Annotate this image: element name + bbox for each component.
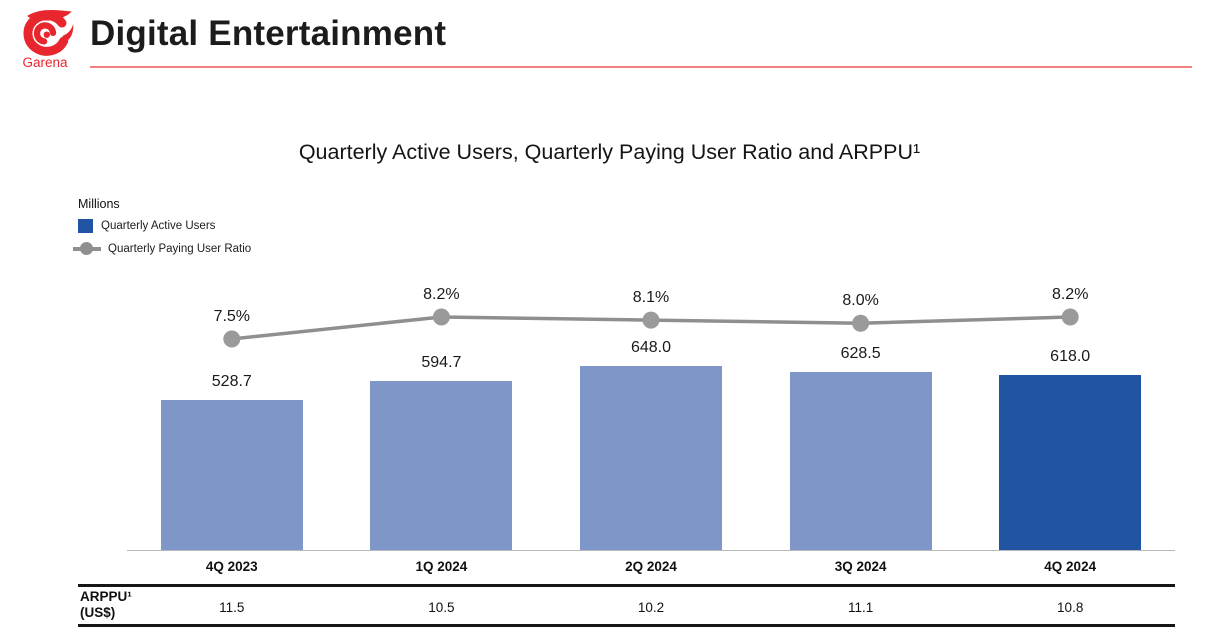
table-border-bottom <box>78 624 1175 627</box>
bar-value-label: 628.5 <box>840 344 881 362</box>
chart-title: Quarterly Active Users, Quarterly Paying… <box>298 140 921 164</box>
data-point-4q-2024 <box>1061 308 1079 326</box>
data-point-2q-2024 <box>642 311 660 329</box>
bar-value-label: 594.7 <box>421 354 462 372</box>
arppu-value-2q-2024: 10.2 <box>637 600 665 615</box>
bar-2q-2024 <box>580 366 722 550</box>
y-axis-unit-label: Millions <box>78 197 120 211</box>
bar-4q-2023 <box>160 400 303 550</box>
arppu-value-4q-2024: 10.8 <box>1057 600 1084 615</box>
pct-value-label: 8.0% <box>842 292 879 310</box>
bar-3q-2024 <box>789 371 932 550</box>
legend-label: Quarterly Paying User Ratio <box>108 242 252 255</box>
x-axis-label-2q-2024: 2Q 2024 <box>625 559 677 574</box>
plot-area: 528.7 594.7 648.0 628.5 618.0 7.5% 8.2% 8.1% 8.0… <box>127 280 1175 551</box>
data-point-3q-2024 <box>852 314 870 332</box>
bar-value-label: 648.0 <box>630 339 672 357</box>
x-axis-label-3q-2024: 3Q 2024 <box>834 559 887 574</box>
bar-value-label: 618.0 <box>1050 347 1091 365</box>
arppu-row-label-line2: (US$) <box>80 605 116 620</box>
x-axis-label-4q-2024: 4Q 2024 <box>1044 559 1097 574</box>
x-axis-label-1q-2024: 1Q 2024 <box>415 559 468 574</box>
garena-logo-label: Garena <box>22 55 68 70</box>
arppu-value-3q-2024: 11.1 <box>847 600 874 615</box>
dot-marker-icon <box>80 242 93 255</box>
arppu-row-label-line1: ARPPU¹ <box>80 589 132 604</box>
pct-value-label: 8.2% <box>423 285 460 303</box>
pct-value-label: 8.2% <box>1051 285 1089 303</box>
garena-flame-icon <box>23 9 74 56</box>
page-title: Digital Entertainment <box>90 14 447 53</box>
table-border-top <box>78 584 1175 587</box>
bar-swatch-icon <box>78 218 93 233</box>
bar-4q-2024 <box>999 374 1142 550</box>
pct-value-label: 8.1% <box>632 289 670 307</box>
data-point-4q-2023 <box>223 330 241 348</box>
bar-value-label: 528.7 <box>211 373 252 390</box>
arppu-row-label: ARPPU¹ (US$) <box>80 589 132 621</box>
bar-1q-2024 <box>370 381 513 550</box>
data-point-1q-2024 <box>432 308 450 326</box>
arppu-value-4q-2023: 11.5 <box>219 600 245 615</box>
garena-logo: Garena <box>11 7 79 70</box>
legend-label: Quarterly Active Users <box>101 219 216 232</box>
legend-item-active-users: Quarterly Active Users <box>73 214 251 237</box>
paying-ratio-line <box>223 308 1079 348</box>
chart-legend: Quarterly Active Users Quarterly Paying … <box>73 214 251 260</box>
x-axis-label-4q-2023: 4Q 2023 <box>205 559 258 574</box>
line-swatch-icon <box>73 242 101 255</box>
header-divider <box>90 66 1192 68</box>
arppu-value-1q-2024: 10.5 <box>428 600 455 615</box>
pct-value-label: 7.5% <box>213 307 251 325</box>
legend-item-paying-user-ratio: Quarterly Paying User Ratio <box>73 237 251 260</box>
